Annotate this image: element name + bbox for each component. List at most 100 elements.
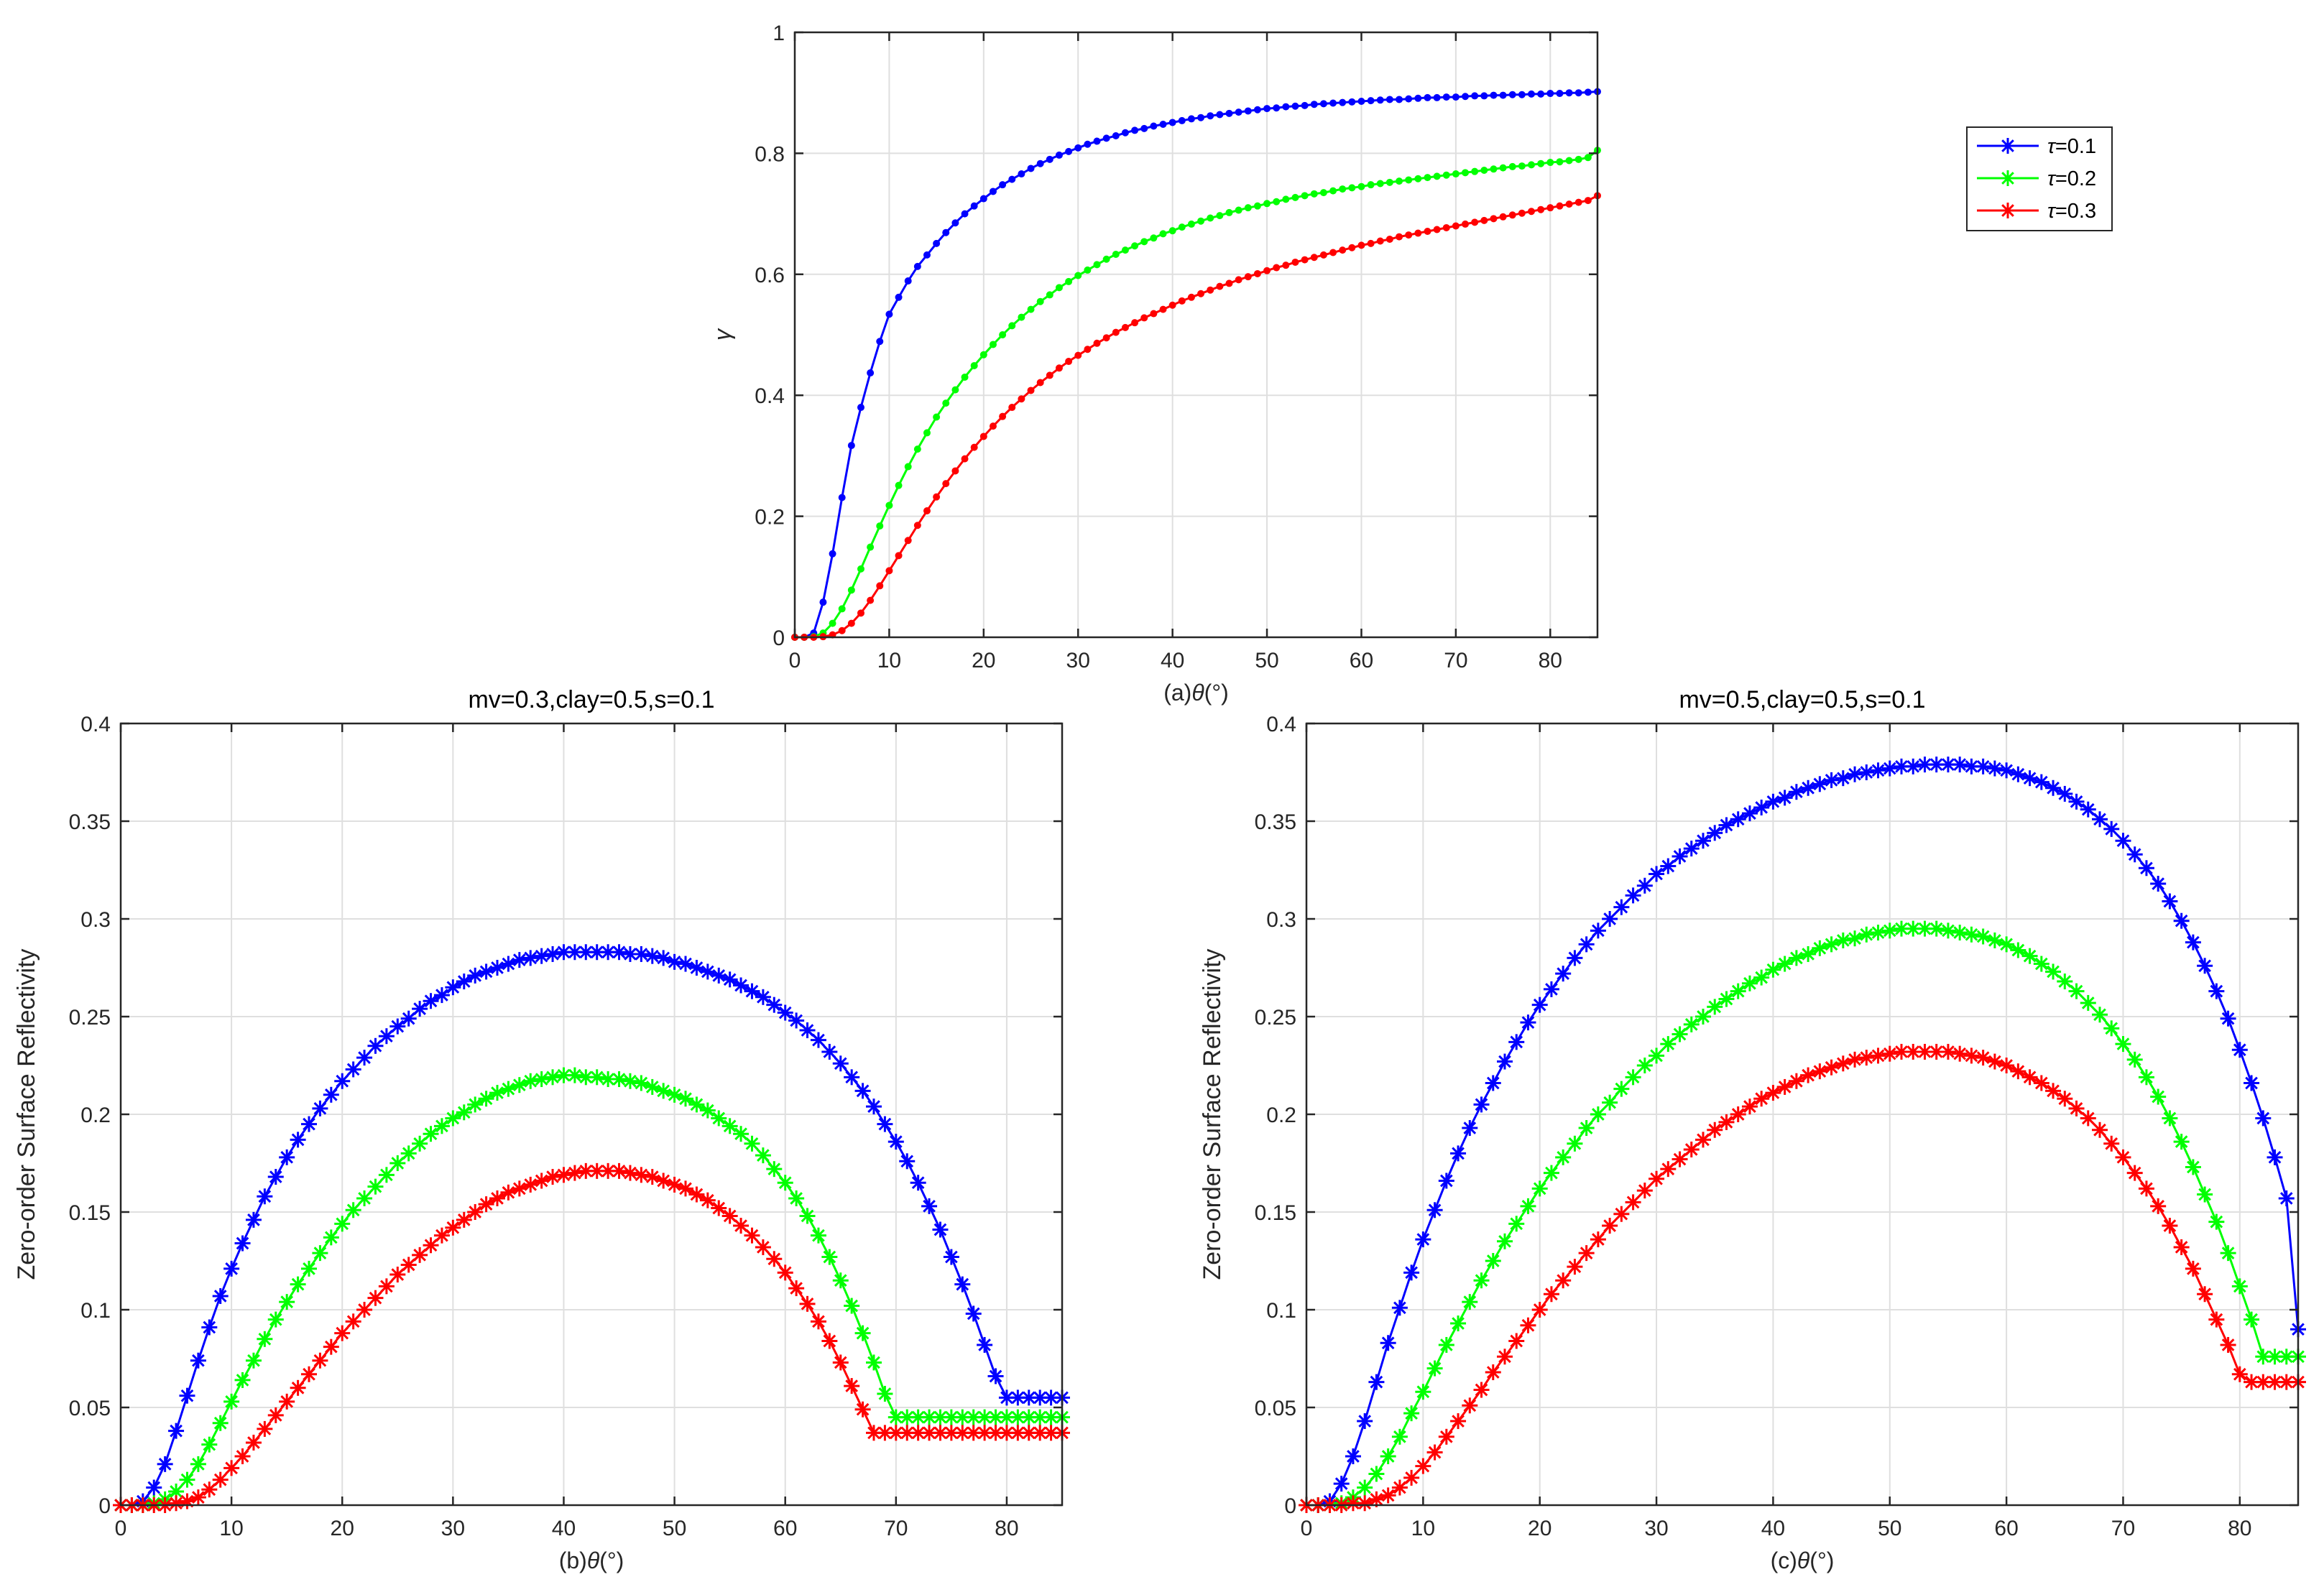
data-point bbox=[146, 1479, 162, 1496]
data-point bbox=[511, 1180, 527, 1197]
legend-label: τ=0.3 bbox=[2047, 200, 2096, 223]
data-point bbox=[489, 1085, 505, 1101]
data-point bbox=[655, 1083, 672, 1099]
data-point bbox=[829, 619, 836, 627]
data-point bbox=[1027, 387, 1035, 394]
data-point bbox=[1187, 115, 1195, 123]
x-tick-label: 20 bbox=[331, 1517, 354, 1540]
data-point bbox=[1319, 189, 1327, 197]
data-point bbox=[1102, 134, 1110, 142]
data-point bbox=[1036, 379, 1044, 387]
x-tick-label: 10 bbox=[877, 649, 901, 672]
data-point bbox=[1438, 1336, 1454, 1353]
data-point bbox=[951, 386, 959, 394]
data-point bbox=[961, 373, 969, 381]
data-point bbox=[267, 1169, 284, 1185]
data-point bbox=[1940, 922, 1956, 939]
data-point bbox=[1405, 231, 1413, 239]
data-point bbox=[179, 1471, 195, 1488]
data-point bbox=[1380, 1487, 1396, 1504]
data-point bbox=[711, 967, 727, 984]
data-point bbox=[1508, 91, 1516, 98]
x-tick-label: 80 bbox=[995, 1517, 1018, 1540]
data-point bbox=[867, 543, 875, 551]
data-point bbox=[821, 1043, 838, 1060]
data-point bbox=[942, 399, 950, 407]
data-point bbox=[1018, 395, 1025, 403]
data-point bbox=[2197, 1286, 2213, 1303]
y-tick-label: 0.4 bbox=[755, 384, 785, 408]
data-point bbox=[1178, 116, 1186, 124]
data-point bbox=[389, 1267, 406, 1283]
data-point bbox=[500, 1184, 517, 1201]
data-point bbox=[895, 552, 903, 560]
data-point bbox=[478, 1091, 494, 1107]
data-point bbox=[1291, 193, 1299, 201]
y-tick-label: 0.15 bbox=[69, 1201, 111, 1225]
data-point bbox=[1555, 1149, 1572, 1165]
data-point bbox=[1812, 1063, 1828, 1080]
data-point bbox=[1207, 214, 1214, 222]
data-point bbox=[1741, 805, 1758, 822]
data-point bbox=[467, 967, 484, 984]
legend: τ=0.1τ=0.2τ=0.3 bbox=[1966, 126, 2113, 231]
data-point bbox=[1835, 770, 1851, 787]
data-point bbox=[500, 956, 517, 972]
data-point bbox=[1357, 1479, 1373, 1496]
x-axis-label-prefix: (c) bbox=[1771, 1548, 1797, 1573]
legend-label: τ=0.1 bbox=[2047, 135, 2096, 158]
data-point bbox=[844, 1069, 860, 1086]
data-point bbox=[279, 1149, 295, 1165]
x-tick-label: 30 bbox=[1066, 649, 1090, 672]
data-point bbox=[1567, 1135, 1583, 1152]
data-point bbox=[1433, 172, 1441, 180]
data-point bbox=[2126, 846, 2143, 863]
data-point bbox=[1357, 1495, 1373, 1512]
data-point bbox=[932, 1221, 949, 1238]
data-point bbox=[1718, 991, 1735, 1007]
data-point bbox=[611, 1162, 627, 1179]
x-tick-label: 0 bbox=[789, 649, 801, 672]
data-point bbox=[1187, 293, 1195, 301]
data-point bbox=[1263, 267, 1271, 274]
data-point bbox=[489, 960, 505, 976]
data-point bbox=[566, 1165, 583, 1181]
data-point bbox=[1131, 319, 1139, 327]
data-point bbox=[1008, 322, 1016, 330]
data-point bbox=[1121, 246, 1129, 254]
data-point bbox=[201, 1436, 218, 1453]
data-point bbox=[1376, 180, 1384, 188]
data-point bbox=[1499, 213, 1507, 221]
data-point bbox=[838, 494, 846, 501]
data-point bbox=[1253, 106, 1261, 114]
data-point bbox=[788, 1280, 805, 1297]
data-point bbox=[2103, 1135, 2120, 1152]
data-point bbox=[2231, 1042, 2248, 1058]
data-point bbox=[1426, 1360, 1443, 1377]
data-point bbox=[987, 1368, 1004, 1384]
data-point bbox=[412, 1001, 428, 1017]
data-point bbox=[412, 1135, 428, 1152]
data-point bbox=[555, 1067, 572, 1083]
data-point bbox=[1590, 1231, 1606, 1248]
data-point bbox=[755, 1239, 771, 1255]
data-point bbox=[445, 1219, 461, 1236]
data-point bbox=[1707, 999, 1723, 1015]
data-point bbox=[1197, 290, 1205, 297]
data-point bbox=[844, 1378, 860, 1395]
data-point bbox=[933, 413, 941, 421]
data-point bbox=[1537, 205, 1545, 213]
legend-symbol: τ bbox=[2047, 167, 2057, 190]
data-point bbox=[1462, 93, 1470, 101]
data-point bbox=[2208, 1213, 2225, 1230]
data-point bbox=[1741, 1099, 1758, 1115]
data-point bbox=[876, 522, 884, 530]
data-point bbox=[1636, 877, 1653, 894]
data-point bbox=[323, 1338, 339, 1355]
legend-value: =0.1 bbox=[2055, 135, 2096, 158]
data-point bbox=[301, 1260, 317, 1277]
data-point bbox=[622, 1165, 638, 1181]
x-tick-label: 70 bbox=[1444, 649, 1467, 672]
data-point bbox=[866, 1099, 882, 1115]
